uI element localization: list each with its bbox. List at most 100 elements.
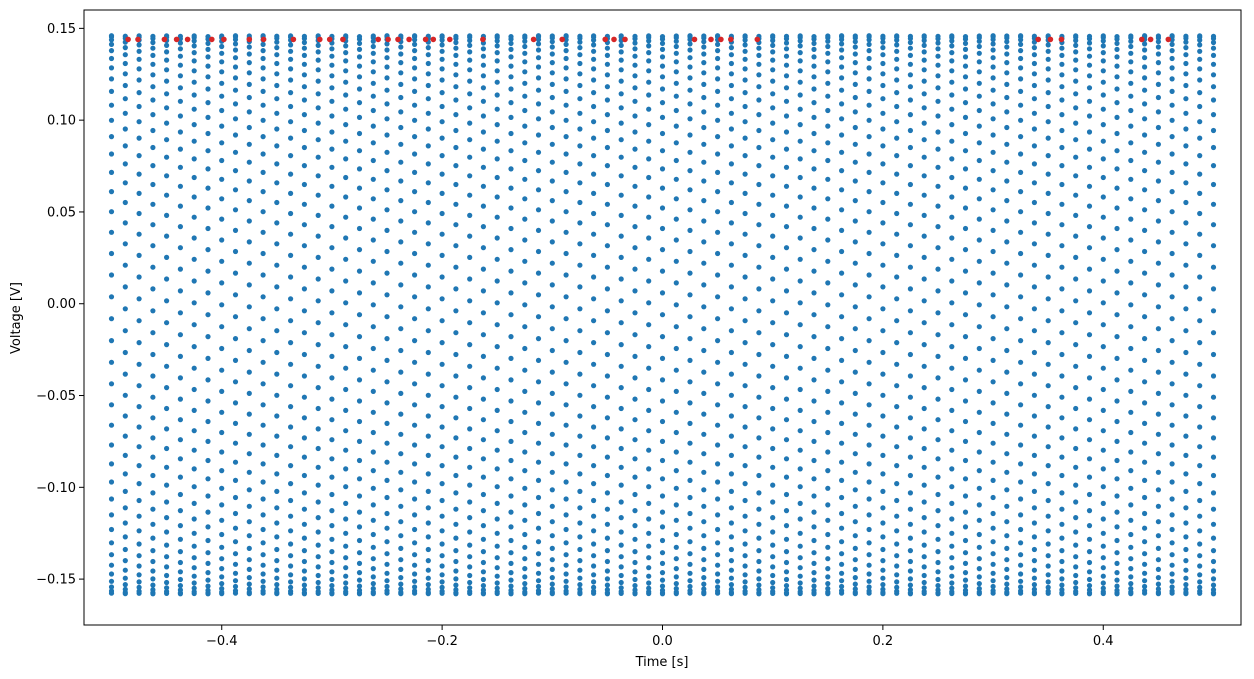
scatter-point: [494, 58, 500, 64]
scatter-point: [1086, 183, 1093, 189]
scatter-point: [301, 415, 307, 421]
scatter-point: [343, 580, 349, 586]
scatter-point: [177, 523, 183, 529]
scatter-point: [1169, 584, 1175, 590]
scatter-point: [756, 587, 762, 593]
scatter-point: [797, 466, 803, 472]
scatter-point: [453, 308, 459, 314]
scatter-point: [480, 474, 486, 480]
scatter-point: [949, 256, 955, 262]
scatter-point: [398, 545, 404, 552]
scatter-point: [728, 488, 735, 494]
scatter-point: [728, 471, 735, 477]
scatter-point: [1018, 151, 1024, 157]
scatter-point: [756, 506, 762, 512]
scatter-point: [783, 98, 790, 104]
scatter-point: [811, 63, 817, 69]
scatter-point: [852, 60, 858, 66]
scatter-point: [990, 400, 996, 406]
scatter-point: [315, 554, 321, 560]
scatter-point: [976, 345, 982, 352]
scatter-point: [301, 576, 307, 582]
scatter-point: [1183, 546, 1189, 553]
scatter-point: [1004, 326, 1010, 332]
scatter-point: [301, 222, 307, 228]
scatter-point: [949, 365, 955, 371]
scatter-point: [508, 247, 514, 253]
scatter-point: [825, 449, 831, 455]
scatter-point: [439, 513, 445, 519]
scatter-point: [770, 105, 776, 111]
scatter-point: [825, 176, 831, 182]
scatter-point: [591, 424, 597, 430]
scatter-point: [508, 509, 514, 515]
scatter-point: [384, 227, 390, 233]
scatter-point: [1169, 496, 1175, 502]
scatter-point: [1086, 129, 1093, 135]
scatter-point: [205, 74, 211, 80]
scatter-point: [577, 488, 583, 494]
scatter-point: [742, 210, 748, 217]
scatter-point: [894, 481, 900, 487]
scatter-point: [1086, 559, 1093, 566]
scatter-point: [315, 529, 321, 535]
scatter-point: [246, 239, 252, 245]
scatter-point: [1004, 304, 1010, 310]
scatter-point: [839, 570, 845, 576]
scatter-point: [1045, 274, 1051, 280]
scatter-point: [701, 94, 707, 101]
scatter-point: [839, 588, 845, 594]
scatter-point: [756, 264, 762, 270]
scatter-point: [632, 375, 638, 381]
scatter-point: [921, 105, 927, 111]
scatter-point: [618, 105, 624, 111]
scatter-point: [535, 87, 542, 93]
scatter-point: [659, 560, 666, 567]
scatter-point: [150, 201, 156, 207]
scatter-point: [1086, 523, 1093, 529]
scatter-point: [301, 45, 307, 51]
scatter-point: [591, 190, 597, 196]
scatter-point: [122, 582, 128, 588]
scatter-point: [1045, 48, 1051, 54]
scatter-point: [370, 50, 376, 56]
scatter-point: [962, 130, 969, 137]
scatter-point: [618, 342, 624, 348]
scatter-point: [907, 415, 914, 421]
scatter-point: [494, 214, 500, 220]
scatter-point: [811, 86, 817, 92]
scatter-point: [866, 229, 872, 235]
scatter-point: [480, 508, 486, 514]
scatter-point: [894, 404, 900, 410]
scatter-point: [797, 68, 803, 74]
scatter-point: [1142, 168, 1148, 174]
scatter-point: [1100, 573, 1106, 579]
scatter-point: [412, 540, 418, 546]
scatter-point: [839, 510, 845, 517]
scatter-point: [990, 207, 996, 213]
scatter-point: [288, 135, 294, 141]
scatter-point: [549, 390, 555, 396]
scatter-point: [1100, 156, 1106, 162]
scatter-point: [1169, 442, 1175, 448]
scatter-point: [962, 247, 969, 253]
scatter-point: [177, 266, 183, 272]
scatter-point: [177, 245, 183, 251]
scatter-point: [976, 566, 982, 572]
scatter-point: [191, 138, 197, 144]
scatter-point: [1031, 220, 1037, 226]
scatter-point: [701, 51, 707, 57]
scatter-point: [825, 324, 831, 330]
scatter-point: [453, 587, 459, 593]
scatter-point: [1210, 582, 1217, 588]
scatter-point: [949, 573, 955, 579]
scatter-point: [618, 405, 624, 412]
scatter-point: [398, 503, 404, 509]
scatter-point: [329, 203, 335, 209]
scatter-point: [412, 272, 418, 278]
scatter-point: [412, 48, 418, 54]
scatter-point: [1114, 247, 1120, 253]
scatter-point: [480, 73, 486, 79]
scatter-point: [770, 78, 776, 84]
scatter-point: [1142, 64, 1148, 70]
